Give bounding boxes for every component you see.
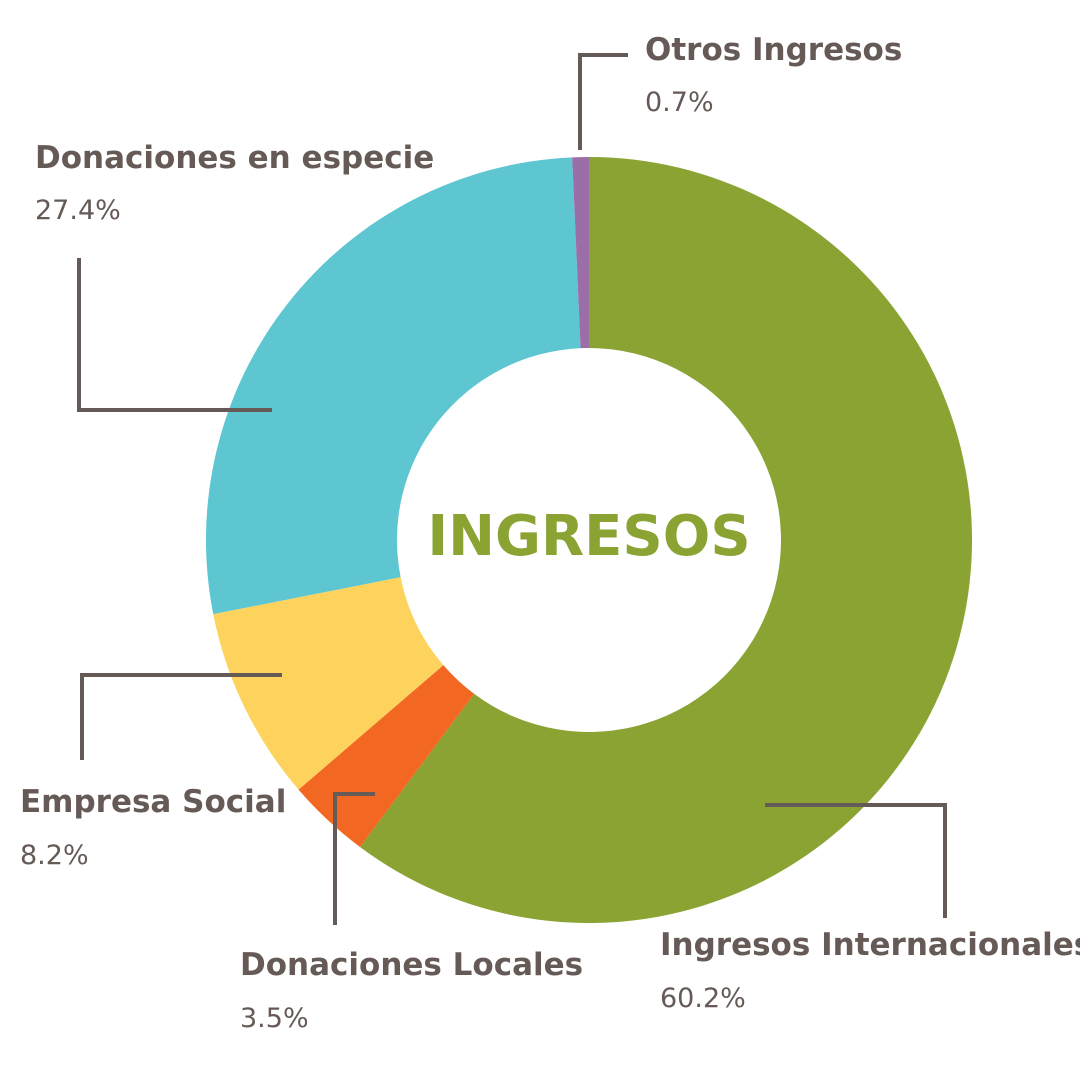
slice-ingresos-internacionales (360, 157, 972, 923)
label-value-ingresos-internacionales: 60.2% (660, 983, 746, 1014)
leader-line-donaciones-en-especie (77, 258, 272, 412)
leader-line-empresa-social (80, 673, 282, 760)
label-value-otros-ingresos: 0.7% (645, 87, 714, 118)
leader-line-ingresos-internacionales (765, 803, 947, 918)
label-name-ingresos-internacionales: Ingresos Internacionales (660, 927, 1080, 963)
center-title: INGRESOS (427, 504, 750, 569)
leader-lines (77, 53, 947, 925)
leader-line-otros-ingresos (578, 53, 628, 150)
label-name-empresa-social: Empresa Social (20, 784, 286, 820)
donut-slices (206, 157, 972, 923)
label-value-empresa-social: 8.2% (20, 840, 89, 871)
slice-donaciones-locales (298, 665, 475, 848)
slice-empresa-social (213, 577, 444, 790)
leader-line-donaciones-locales (333, 792, 375, 925)
slice-labels: Ingresos Internacionales 60.2% Donaciones … (20, 32, 1080, 1034)
slice-donaciones-en-especie (206, 157, 581, 615)
label-value-donaciones-en-especie: 27.4% (35, 195, 121, 226)
label-value-donaciones-locales: 3.5% (240, 1003, 309, 1034)
label-name-otros-ingresos: Otros Ingresos (645, 32, 902, 68)
label-name-donaciones-locales: Donaciones Locales (240, 947, 583, 983)
label-name-donaciones-en-especie: Donaciones en especie (35, 140, 434, 176)
slice-otros-ingresos (572, 157, 589, 349)
